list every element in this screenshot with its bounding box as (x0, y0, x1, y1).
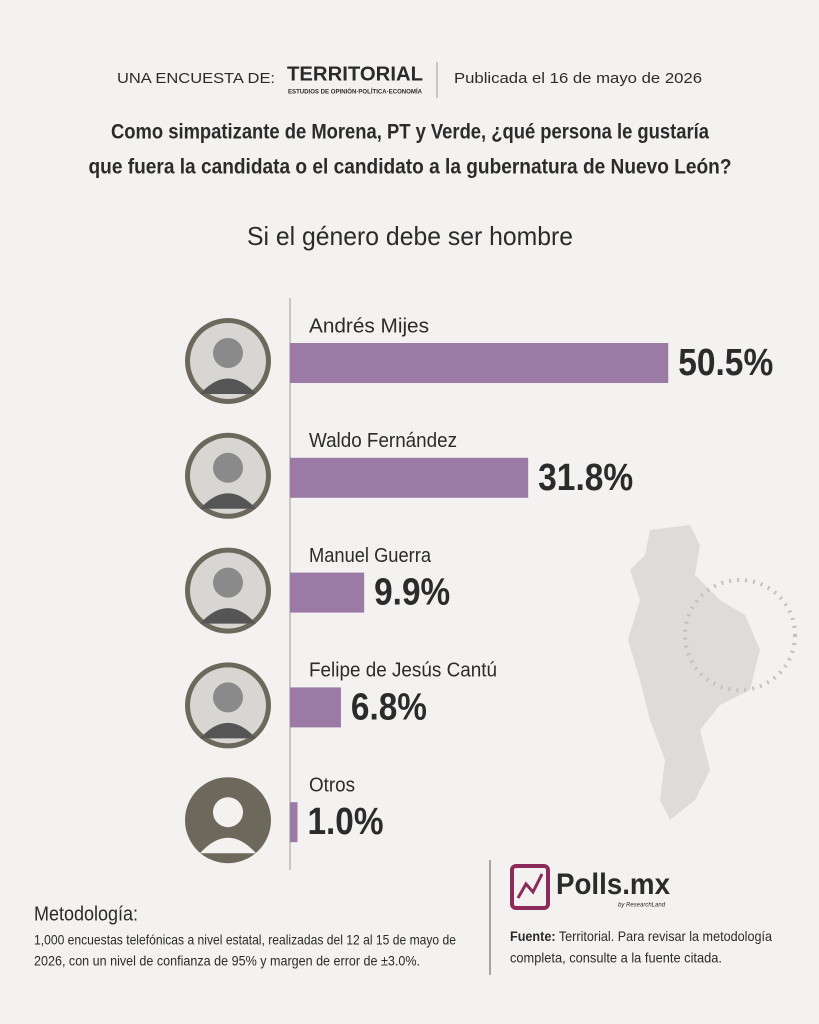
source-text: completa, consulte a la fuente citada. (510, 950, 722, 966)
value-label: 6.8% (351, 686, 427, 728)
avatar (185, 547, 271, 634)
category-label: Felipe de Jesús Cantú (309, 660, 497, 682)
survey-by: UNA ENCUESTA DE: (117, 70, 275, 87)
bar (290, 802, 298, 843)
avatar-head (213, 797, 243, 828)
pollster-tagline: ESTUDIOS DE OPINIÓN·POLÍTICA·ECONOMÍA (288, 88, 423, 96)
avatar-head (213, 567, 243, 598)
value-label: 50.5% (678, 342, 773, 384)
avatar-body (200, 722, 256, 739)
bar (290, 343, 669, 383)
avatar-head (213, 338, 243, 368)
category-label: Manuel Guerra (309, 545, 432, 567)
avatar-head (213, 452, 243, 483)
source-label: Fuente: (510, 928, 556, 944)
source-text: Territorial. Para revisar la metodología (556, 928, 773, 944)
bar (290, 687, 341, 728)
bar (290, 572, 365, 613)
avatar-body (200, 608, 256, 624)
avatar-body (200, 493, 256, 509)
methodology-text: 2026, con un nivel de confianza de 95% y… (34, 953, 420, 969)
category-label: Otros (309, 774, 355, 796)
avatar (185, 318, 271, 404)
avatar (185, 432, 271, 519)
avatar (185, 777, 271, 864)
methodology-text: 1,000 encuestas telefónicas a nivel esta… (34, 932, 456, 948)
avatar-body (200, 378, 256, 394)
value-label: 1.0% (307, 801, 383, 843)
chart-title: Como simpatizante de Morena, PT y Verde,… (111, 121, 709, 144)
chart-subtitle: Si el género debe ser hombre (247, 221, 573, 251)
brand-icon (510, 864, 550, 910)
bar (290, 457, 529, 498)
source: Fuente: Territorial. Para revisar la met… (510, 928, 772, 944)
pollster: TERRITORIAL (287, 63, 423, 85)
map (628, 525, 797, 820)
category-label: Waldo Fernández (309, 430, 457, 452)
avatar-body (200, 837, 256, 854)
avatar (185, 662, 271, 749)
value-label: 9.9% (374, 572, 450, 614)
methodology-title: Metodología: (34, 903, 138, 925)
category-label: Andrés Mijes (309, 315, 429, 337)
avatar-head (213, 682, 243, 713)
brand-tagline: by ResearchLand (618, 903, 666, 909)
published: Publicada el 16 de mayo de 2026 (454, 70, 702, 87)
chart-title: que fuera la candidata o el candidato a … (89, 156, 732, 179)
brand: Polls.mx (556, 868, 670, 901)
value-label: 31.8% (538, 457, 633, 499)
